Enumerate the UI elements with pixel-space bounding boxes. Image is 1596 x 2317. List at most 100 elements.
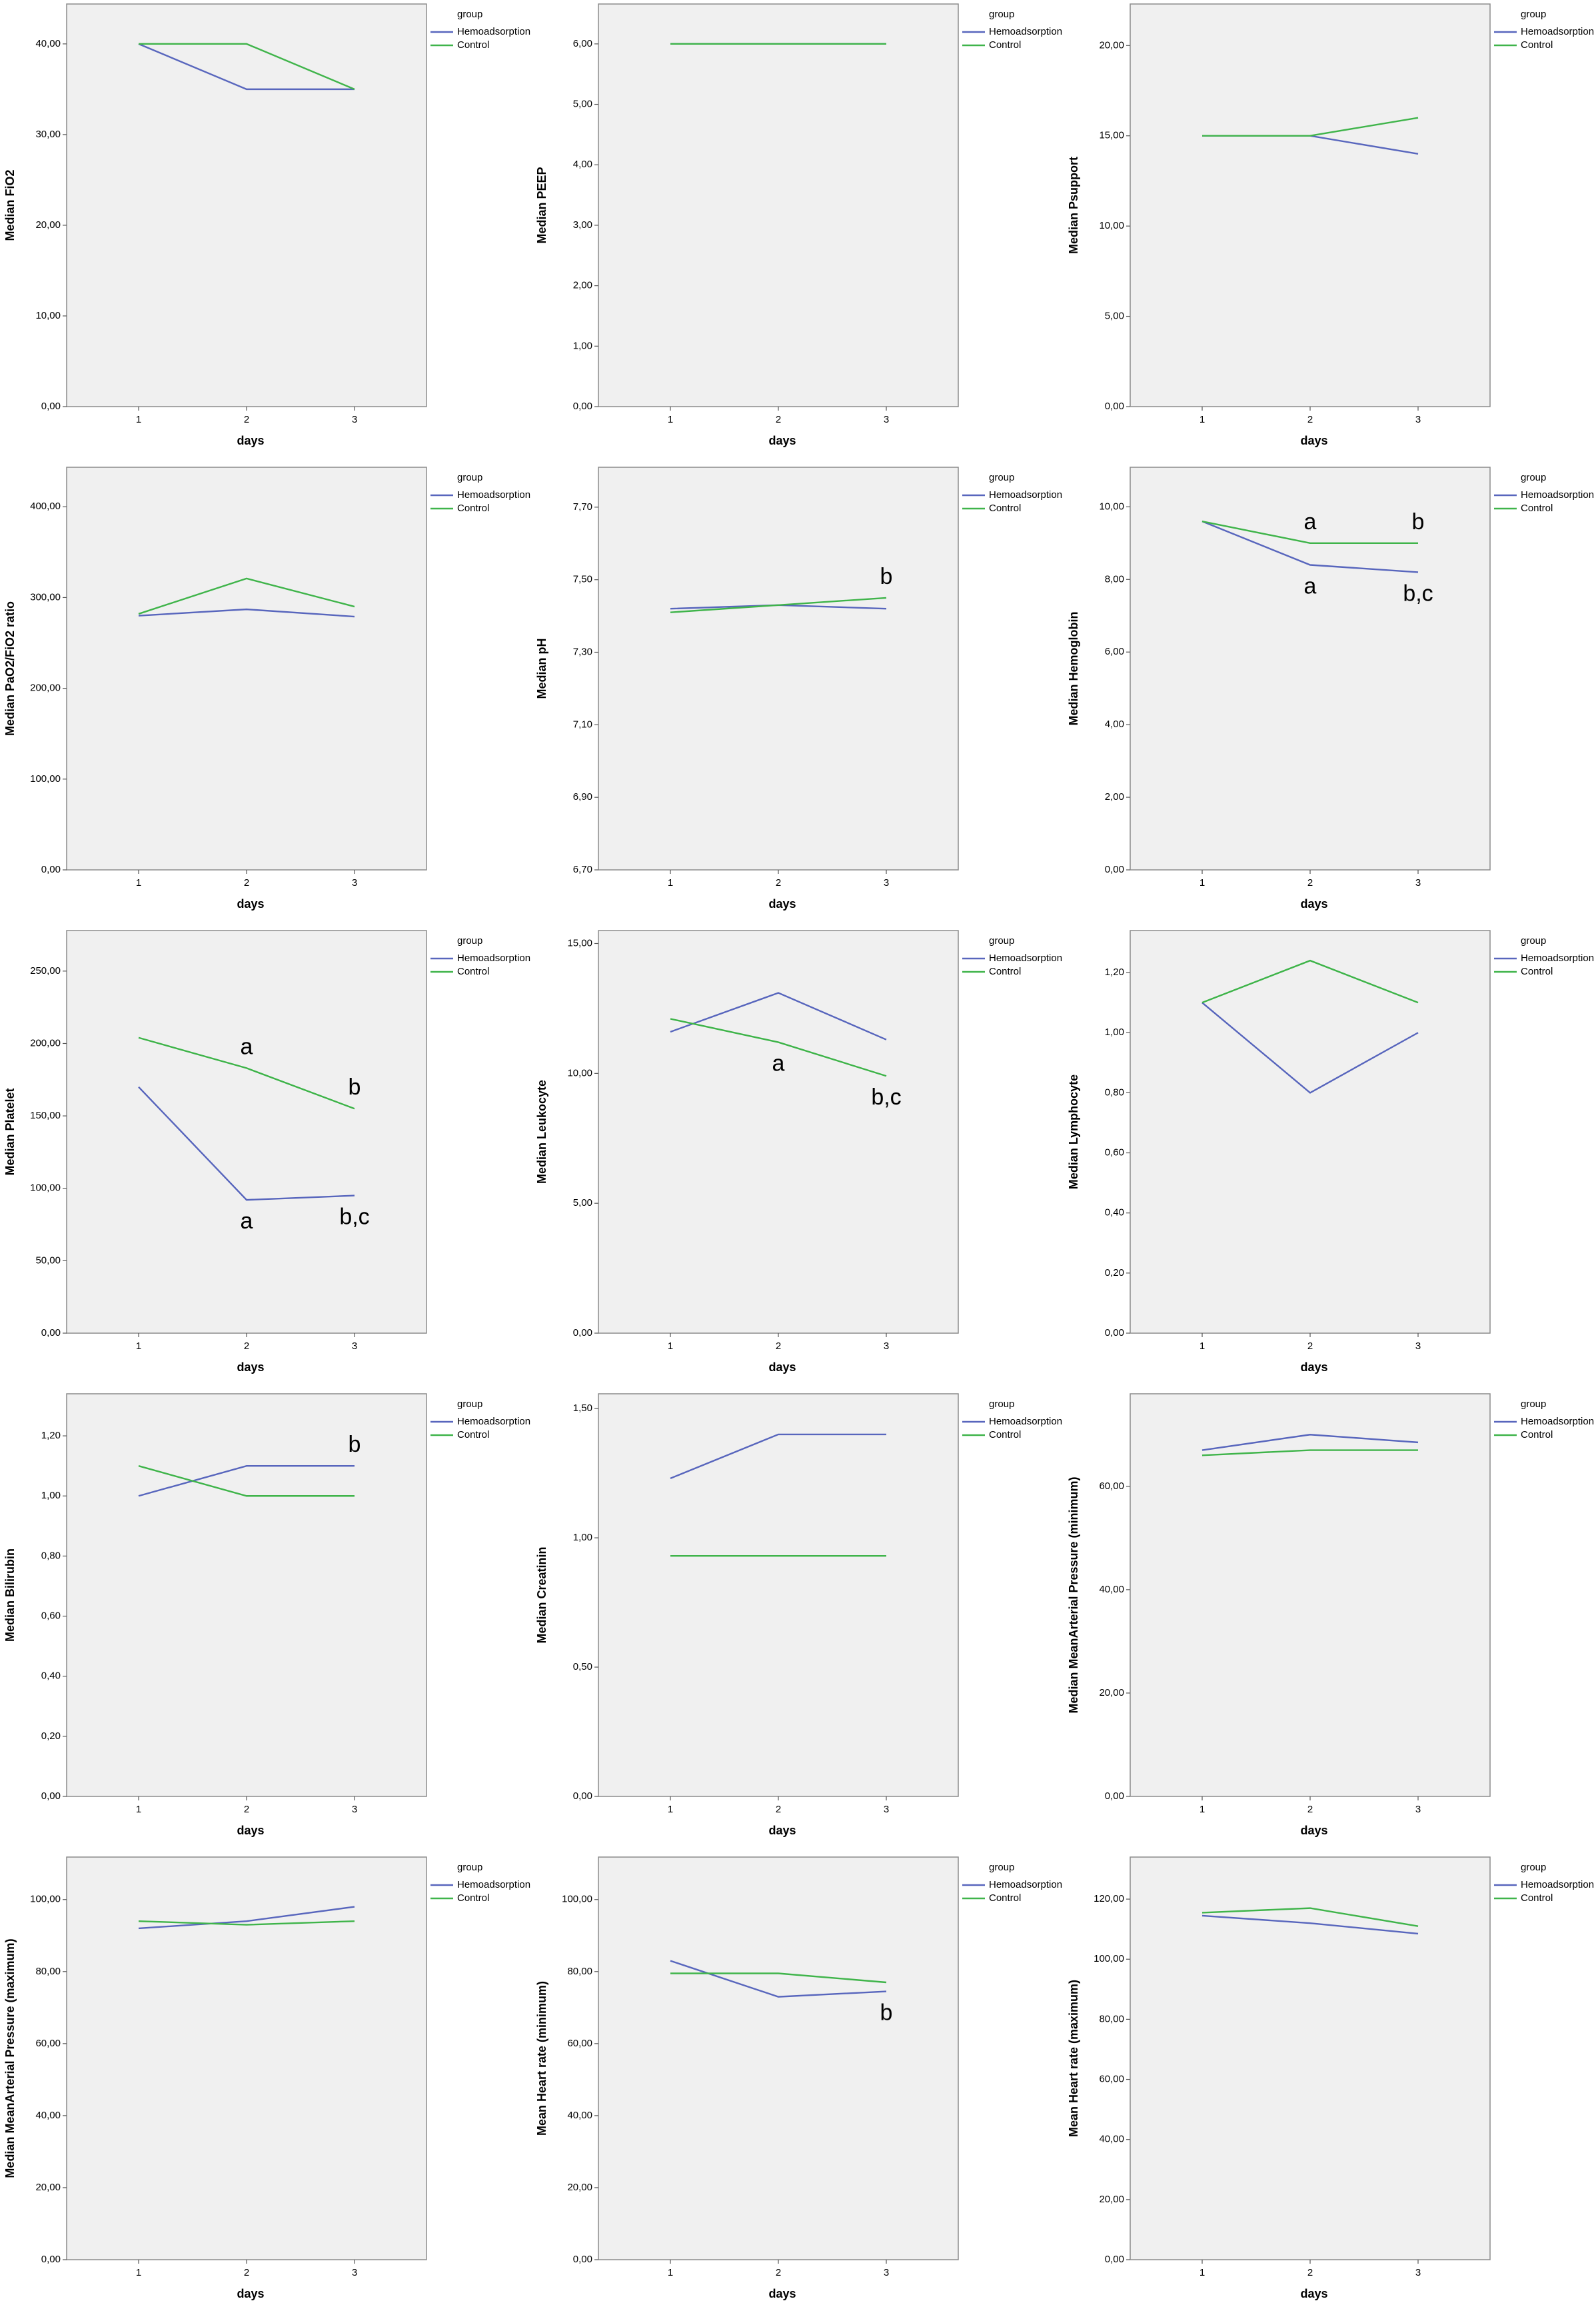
x-tick-label: 1 (668, 414, 673, 425)
y-tick-label: 0,00 (1105, 2254, 1124, 2265)
legend-label: Control (457, 1429, 489, 1440)
x-axis-title: days (237, 1824, 264, 1837)
y-tick-label: 0,20 (41, 1730, 61, 1742)
y-tick-label: 100,00 (1094, 1953, 1124, 1964)
x-tick-label: 2 (244, 1804, 249, 1815)
series-line (1201, 1434, 1419, 1451)
legend-title: group (457, 935, 482, 947)
x-tick-label: 3 (1415, 2267, 1421, 2278)
x-tick-label: 3 (884, 1340, 889, 1352)
series-line (138, 608, 355, 618)
x-tick-label: 2 (1307, 1340, 1313, 1352)
x-axis-title: days (768, 1824, 796, 1837)
y-tick-label: 60,00 (1099, 1480, 1124, 1492)
annotation: a (1304, 509, 1317, 535)
legend-title: group (457, 1862, 482, 1873)
x-tick-label: 3 (352, 877, 357, 889)
y-tick-label: 20,00 (1099, 2194, 1124, 2205)
legend-title: group (1521, 9, 1546, 20)
legend-title: group (457, 472, 482, 483)
x-tick-label: 2 (776, 877, 781, 889)
series-line (138, 1464, 355, 1497)
chart-panel: 0,00 10,00 20,00 30,00 40,00 1 2 3 days Median Fi… (3, 3, 530, 447)
legend-label: Hemoadsorption (989, 1416, 1062, 1427)
y-tick-label: 50,00 (35, 1254, 61, 1266)
y-tick-label: 40,00 (1099, 2134, 1124, 2145)
x-tick-label: 1 (1199, 414, 1205, 425)
plot-area (598, 467, 959, 871)
chart-panel: 0,00 0,20 0,40 0,60 0,80 1,00 1,20 1 2 3 days Media… (3, 1393, 530, 1837)
y-tick-label: 4,00 (1105, 719, 1124, 730)
plot-area (66, 1393, 427, 1797)
annotation: b,c (871, 1085, 901, 1110)
y-tick-label: 40,00 (35, 38, 61, 49)
legend-label: Hemoadsorption (457, 489, 530, 501)
legend-title: group (989, 935, 1014, 947)
y-tick-label: 0,00 (573, 1790, 592, 1802)
annotation: a (1304, 573, 1317, 599)
y-tick-label: 60,00 (567, 2038, 592, 2049)
x-axis-title: days (768, 2287, 796, 2300)
y-tick-label: 2,00 (573, 280, 592, 291)
series-line (670, 597, 887, 613)
y-tick-label: 5,00 (573, 1197, 592, 1208)
y-axis-title: Median Creatinin (535, 1546, 548, 1643)
x-axis-title: days (768, 1360, 796, 1374)
x-tick-label: 3 (884, 877, 889, 889)
annotation: b,c (339, 1204, 369, 1230)
legend-title: group (457, 1398, 482, 1410)
x-tick-label: 1 (136, 1340, 141, 1352)
series-line (138, 1037, 355, 1110)
y-axis-title: Mean Heart rate (maximum) (1067, 1980, 1080, 2137)
x-tick-label: 3 (352, 1340, 357, 1352)
y-tick-label: 0,80 (41, 1550, 61, 1561)
y-tick-label: 0,60 (1105, 1147, 1124, 1158)
x-tick-label: 1 (136, 877, 141, 889)
x-tick-label: 3 (352, 1804, 357, 1815)
x-axis-title: days (1300, 434, 1327, 447)
y-tick-label: 80,00 (1099, 2013, 1124, 2024)
legend-label: Hemoadsorption (1521, 1416, 1594, 1427)
y-tick-label: 10,00 (567, 1067, 592, 1079)
series-line (138, 1465, 355, 1497)
plot-area (1130, 3, 1491, 407)
series-line (1201, 521, 1419, 573)
x-axis-title: days (1300, 2287, 1327, 2300)
plot-area (1130, 930, 1491, 1334)
y-axis-title: Median Lymphocyte (1067, 1075, 1080, 1189)
series-line (670, 1433, 886, 1479)
chart-panel: 0,00 5,00 10,00 15,00 20,00 1 2 3 days Median Psu… (1067, 3, 1594, 447)
y-tick-label: 40,00 (1099, 1584, 1124, 1595)
y-axis-title: Median pH (535, 638, 548, 699)
y-tick-label: 0,40 (1105, 1207, 1124, 1218)
y-tick-label: 100,00 (30, 1894, 61, 1905)
y-axis-title: Median MeanArterial Pressure (minimum) (1067, 1476, 1080, 1713)
annotation: b (349, 1432, 361, 1457)
legend-label: Control (989, 1429, 1021, 1440)
legend-label: Hemoadsorption (989, 26, 1062, 37)
chart-panel: 0,00 2,00 4,00 6,00 8,00 10,00 1 2 3 days Median H… (1067, 467, 1594, 911)
y-tick-label: 300,00 (30, 591, 61, 603)
legend-label: Hemoadsorption (457, 1879, 530, 1890)
legend-title: group (989, 9, 1014, 20)
plot-area (598, 3, 959, 407)
legend-title: group (1521, 1398, 1546, 1410)
x-tick-label: 2 (1307, 2267, 1313, 2278)
annotation: a (241, 1034, 253, 1059)
series-line (138, 577, 355, 615)
x-tick-label: 3 (1415, 877, 1421, 889)
legend-label: Hemoadsorption (989, 1879, 1062, 1890)
y-tick-label: 100,00 (30, 773, 61, 785)
y-tick-label: 15,00 (567, 937, 592, 949)
y-tick-label: 0,00 (1105, 1790, 1124, 1802)
y-tick-label: 8,00 (1105, 573, 1124, 585)
chart-panel: 0,00 20,00 40,00 60,00 1 2 3 days Median MeanArt… (1067, 1393, 1594, 1837)
legend-label: Hemoadsorption (989, 953, 1062, 964)
y-tick-label: 120,00 (1094, 1893, 1124, 1904)
legend-label: Control (989, 503, 1021, 514)
legend-label: Hemoadsorption (457, 26, 530, 37)
y-tick-label: 0,60 (41, 1610, 61, 1622)
chart-panel: 0,00 50,00 100,00 150,00 200,00 250,00 1 2 3 days… (3, 930, 530, 1374)
series-line (1201, 959, 1419, 1004)
